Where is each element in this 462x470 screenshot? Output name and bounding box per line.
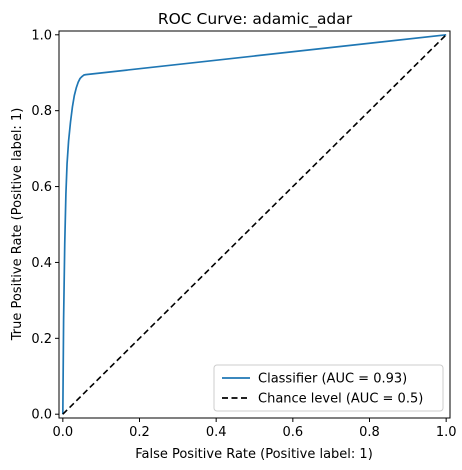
x-tick-label: 0.0 [52, 425, 73, 440]
x-tick-label: 0.6 [282, 425, 303, 440]
legend-entry-0: Classifier (AUC = 0.93) [258, 372, 407, 387]
series-line-1 [63, 35, 446, 414]
y-tick-label: 0.6 [31, 180, 52, 195]
x-tick-label: 1.0 [436, 425, 457, 440]
x-tick-label: 0.2 [129, 425, 150, 440]
y-axis-label: True Positive Rate (Positive label: 1) [10, 108, 25, 342]
y-tick-label: 1.0 [31, 28, 52, 43]
y-tick-label: 0.2 [31, 332, 52, 347]
chart-title: ROC Curve: adamic_adar [158, 10, 353, 29]
y-tick-label: 0.4 [31, 256, 52, 271]
legend-entry-1: Chance level (AUC = 0.5) [258, 392, 423, 407]
legend: Classifier (AUC = 0.93) Chance level (AUC… [214, 365, 443, 411]
y-tick-label: 0.8 [31, 104, 52, 119]
plot-area [59, 31, 450, 418]
x-axis-ticks: 0.0 0.2 0.4 0.6 0.8 1.0 [52, 418, 456, 440]
y-tick-label: 0.0 [31, 408, 52, 423]
x-tick-label: 0.4 [206, 425, 227, 440]
y-axis-ticks: 0.0 0.2 0.4 0.6 0.8 1.0 [31, 28, 59, 422]
x-tick-label: 0.8 [359, 425, 380, 440]
x-axis-label: False Positive Rate (Positive label: 1) [135, 447, 373, 462]
